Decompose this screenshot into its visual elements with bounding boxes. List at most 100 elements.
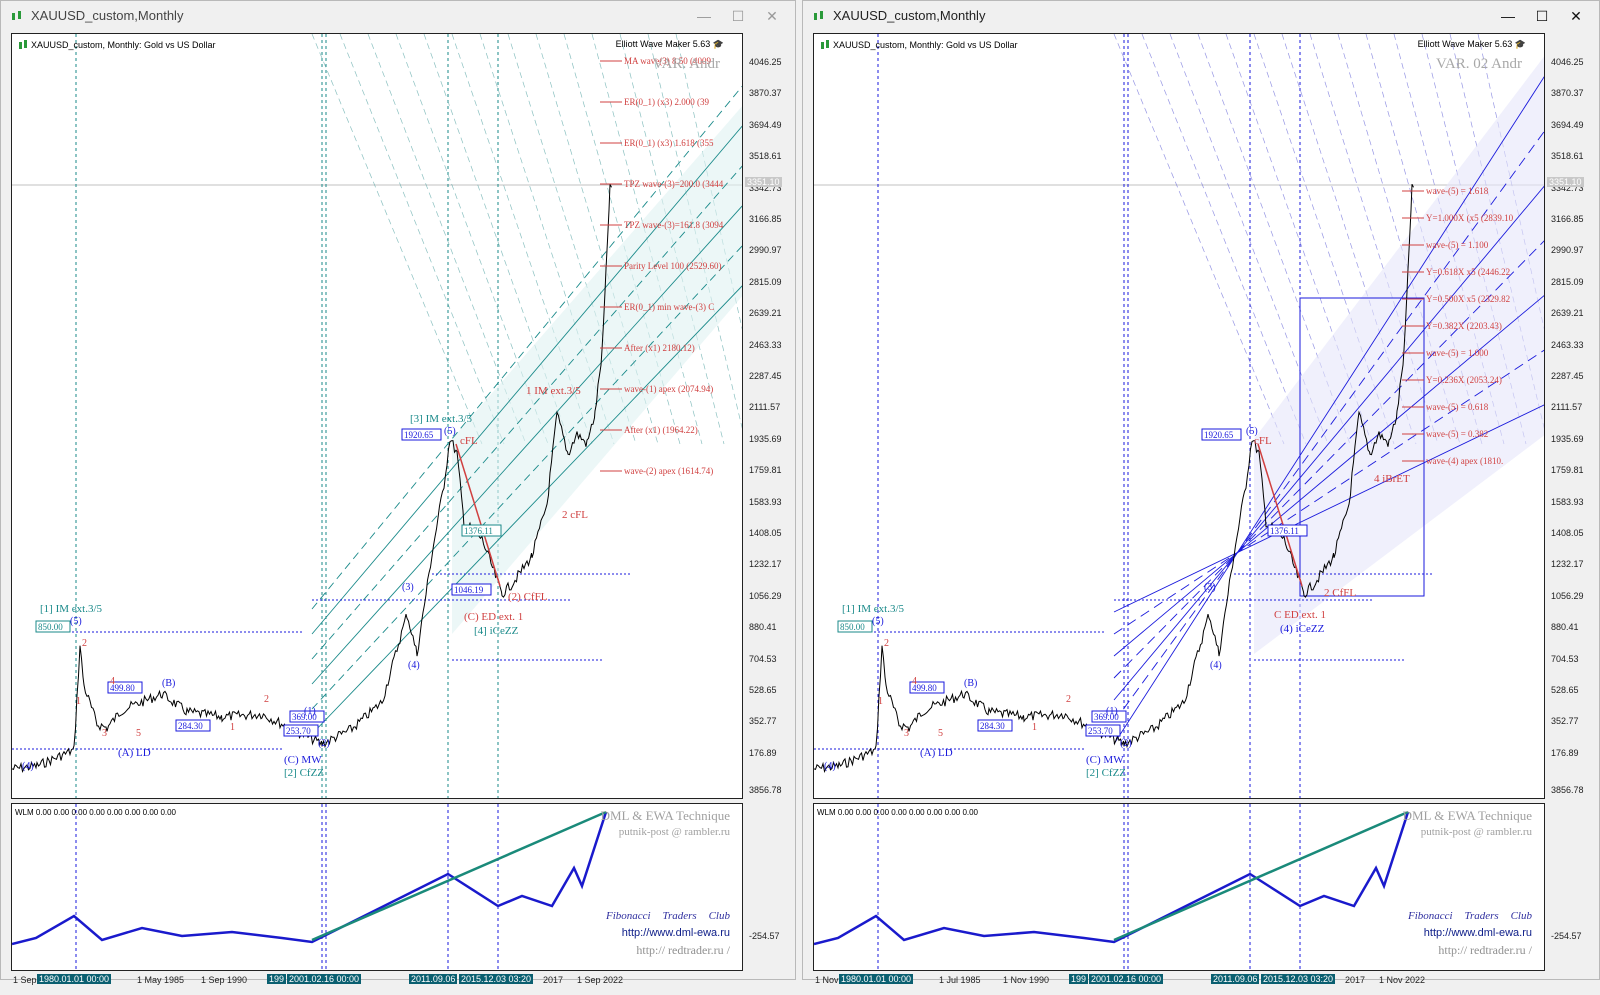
- trend-channel-line: [1113, 295, 1544, 657]
- wave-count: (B): [964, 678, 977, 689]
- trend-channel-line: [1113, 130, 1544, 723]
- wave-count: 5: [938, 728, 943, 739]
- wave-label: C ED ext. 1: [1274, 609, 1326, 621]
- price-axis-tick: 1935.69: [749, 433, 782, 444]
- time-tag: 199: [1069, 974, 1089, 984]
- channel-shade: [452, 106, 742, 634]
- price-axis-tick: 3694.49: [749, 119, 782, 130]
- dml-url[interactable]: http://www.dml-ewa.ru: [621, 927, 730, 939]
- wave-count: (4): [824, 761, 836, 772]
- dml-brand: DML & EWA Technique: [1402, 808, 1532, 823]
- projection-label: wave-(4) apex (1810.: [1426, 456, 1503, 466]
- time-axis[interactable]: 1 Sep 1980.01.01 00:00 1 May 1985 1 Sep …: [11, 973, 743, 987]
- minimize-button[interactable]: —: [1501, 8, 1515, 24]
- price-axis-tick: 352.77: [749, 716, 777, 727]
- fibonacci-fan-line: [1113, 34, 1285, 445]
- indicator-pane[interactable]: WLM 0.00 0.00 0.00 0.00 0.00 0.00 0.00 0…: [11, 803, 743, 971]
- symbol-description: XAUUSD_custom, Monthly: Gold vs US Dolla…: [18, 40, 216, 50]
- time-axis[interactable]: 1 Nov 1980.01.01 00:00 1 Jul 1985 1 Nov …: [813, 973, 1545, 987]
- time-tag: 1980.01.01 00:00: [37, 974, 112, 984]
- price-box-label: 850.00: [38, 622, 63, 632]
- minimize-button[interactable]: —: [697, 8, 711, 24]
- wave-count: 2: [264, 694, 269, 705]
- fibonacci-fan-line: [535, 34, 659, 445]
- wave-label: cFL: [460, 435, 478, 447]
- price-axis-tick: 3342.73: [749, 182, 782, 193]
- indicator-axis-tick: 3856.78: [749, 785, 782, 795]
- price-axis-tick: 3870.37: [749, 88, 782, 99]
- wave-count: (1): [1106, 706, 1118, 717]
- chart-window-left[interactable]: XAUUSD_custom,Monthly — ☐ ✕ MA wave(3) 8…: [0, 0, 796, 985]
- price-axis-tick: 1759.81: [749, 465, 782, 476]
- price-chart-pane[interactable]: wave-(5) = 1.618 Y=1.000X (x5 (2839.10 wav…: [813, 33, 1545, 799]
- window-titlebar[interactable]: XAUUSD_custom,Monthly — ☐ ✕: [1, 1, 795, 31]
- price-axis-tick: 880.41: [749, 622, 777, 633]
- price-axis[interactable]: 4046.25 3870.37 3694.49 3518.61 3342.73 3166.…: [745, 33, 795, 973]
- price-box: [909, 681, 945, 694]
- price-axis-tick: 1583.93: [749, 496, 782, 507]
- price-axis-tick: 528.65: [1551, 685, 1579, 695]
- window-titlebar[interactable]: XAUUSD_custom,Monthly — ☐ ✕: [803, 1, 1599, 31]
- wave-label: [3] IM ext.3/5: [410, 413, 473, 425]
- contact-email: putnik-post @ rambler.ru: [1420, 826, 1532, 838]
- close-button[interactable]: ✕: [766, 8, 778, 24]
- channel-shade: [1254, 56, 1544, 654]
- price-box-label: 369.00: [1094, 712, 1119, 722]
- chart-window-right[interactable]: XAUUSD_custom,Monthly — ☐ ✕ wave-(5) = 1…: [802, 0, 1600, 985]
- trend-channel-line: [311, 245, 742, 710]
- wave-count: (5): [1246, 426, 1258, 437]
- price-axis-tick: 352.77: [1551, 716, 1579, 727]
- maximize-button[interactable]: ☐: [1535, 8, 1549, 24]
- price-chart-pane[interactable]: MA wave(3) 8.50 (4009 ER(0_1) (x3) 2.000 …: [11, 33, 743, 799]
- price-box: [451, 583, 492, 596]
- fibonacci-fan-line: [311, 34, 483, 445]
- wave-count: (B): [162, 678, 175, 689]
- price-box: [1085, 724, 1121, 737]
- price-axis-tick: 1232.17: [1551, 559, 1584, 570]
- price-box: [977, 719, 1013, 732]
- wave-count: 5: [136, 728, 141, 739]
- price-box: [837, 620, 873, 633]
- close-button[interactable]: ✕: [1570, 8, 1582, 24]
- indicator-pane[interactable]: WLM 0.00 0.00 0.00 0.00 0.00 0.00 0.00 0…: [813, 803, 1545, 971]
- wave-label: (4) iCeZZ: [1280, 623, 1325, 635]
- time-tag: 199: [267, 974, 287, 984]
- price-axis-tick: 880.41: [1551, 622, 1579, 633]
- gold-price-line: [12, 183, 612, 774]
- wave-count: (4): [1210, 660, 1222, 671]
- fibonacci-fan-line: [1281, 34, 1417, 445]
- redtrader-url[interactable]: http:// redtrader.ru /: [636, 943, 730, 957]
- redtrader-url[interactable]: http:// redtrader.ru /: [1438, 943, 1532, 957]
- fibonacci-fan-line: [1141, 34, 1307, 445]
- price-axis[interactable]: 4046.25 3870.37 3694.49 3518.61 3342.73 3166.…: [1547, 33, 1597, 973]
- price-box-label: 499.80: [912, 683, 937, 693]
- price-axis-tick: 2639.21: [749, 308, 782, 319]
- wave-count: 4: [110, 676, 115, 687]
- price-axis-tick: 1232.17: [749, 559, 782, 570]
- time-tick: 1 May 1985: [137, 975, 185, 985]
- projection-label: Y=0.618X x5 (2446.22: [1426, 267, 1510, 277]
- price-axis-tick: 1583.93: [1551, 496, 1584, 507]
- wave-count: (3): [402, 582, 414, 593]
- trend-channel-line: [1113, 76, 1544, 745]
- time-tick: 1 Nov: [815, 975, 839, 985]
- projection-label: Parity Level 100 (2529.60): [624, 261, 721, 271]
- wave-label: (C) ED ext. 1: [464, 611, 523, 623]
- wave-count: (3): [1204, 582, 1216, 593]
- wave-count: (4): [22, 761, 34, 772]
- projection-label: Y=0.500X x5 (2329.82: [1426, 294, 1510, 304]
- wave-count: (1): [304, 706, 316, 717]
- maximize-button[interactable]: ☐: [731, 8, 745, 24]
- wave-label: cFL: [1254, 435, 1272, 447]
- wave-count: (4): [408, 660, 420, 671]
- price-axis-tick: 2639.21: [1551, 308, 1584, 319]
- indicator-name: Elliott Wave Maker 5.63 🎓: [1417, 39, 1526, 49]
- wave-label: 4 iBrET: [1374, 473, 1410, 485]
- price-axis-tick: 2287.45: [1551, 371, 1584, 381]
- price-axis-tick: 2111.57: [1551, 402, 1583, 413]
- dml-url[interactable]: http://www.dml-ewa.ru: [1423, 927, 1532, 939]
- wave-count: 3: [102, 728, 107, 739]
- ftc-brand: Fibonacci Traders Club: [1408, 910, 1532, 922]
- wave-label: [4] iCeZZ: [474, 625, 519, 637]
- price-axis-tick: 2287.45: [749, 371, 782, 381]
